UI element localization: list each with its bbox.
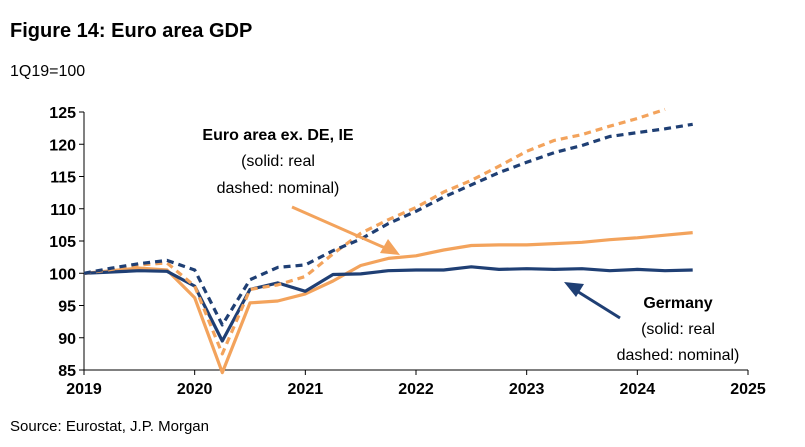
y-tick-label: 85 — [58, 363, 76, 380]
y-tick-label: 110 — [50, 202, 76, 219]
euro-annotation-arrow-line — [291, 205, 393, 253]
x-tick-label: 2023 — [509, 381, 545, 398]
euro-annotation-title: Euro area ex. DE, IE — [202, 127, 354, 144]
x-tick-label: 2024 — [620, 381, 656, 398]
y-tick-label: 120 — [49, 137, 76, 154]
germany-annotation-line2: dashed: nominal) — [617, 347, 740, 364]
x-tick-label: 2022 — [398, 381, 434, 398]
euro-annotation: Euro area ex. DE, IE (solid: real dashed… — [202, 127, 400, 255]
series-line-germany-real — [83, 265, 693, 343]
figure-title: Figure 14: Euro area GDP — [10, 20, 252, 42]
germany-annotation-line1: (solid: real — [641, 321, 715, 338]
series-line-euro-area-ex-de-ie-nominal — [83, 107, 666, 356]
y-tick-label: 90 — [58, 331, 76, 348]
x-tick-label: 2025 — [730, 381, 766, 398]
euro-annotation-arrow-head — [380, 239, 400, 255]
germany-annotation-title: Germany — [643, 295, 712, 312]
germany-annotation: Germany (solid: real dashed: nominal) — [564, 282, 739, 364]
germany-annotation-arrow-line — [571, 286, 621, 320]
y-tick-label: 100 — [49, 266, 76, 283]
euro-annotation-line2: dashed: nominal) — [217, 180, 340, 197]
germany-annotation-arrow-head — [564, 282, 584, 297]
euro-annotation-line1: (solid: real — [241, 153, 315, 170]
y-tick-label: 115 — [50, 170, 76, 187]
x-tick-label: 2020 — [177, 381, 213, 398]
y-tick-label: 105 — [49, 234, 76, 251]
x-tick-label: 2019 — [66, 381, 102, 398]
axes: 85 90 95 100 105 110 115 120 125 2019 2020 2021 2022… — [49, 105, 766, 398]
source-note: Source: Eurostat, J.P. Morgan — [10, 418, 209, 435]
figure-subtitle: 1Q19=100 — [10, 63, 85, 80]
x-tick-label: 2021 — [288, 381, 324, 398]
y-tick-label: 125 — [49, 105, 76, 122]
series-line-germany-nominal — [83, 122, 693, 327]
series-line-euro-area-ex-de-ie-real — [83, 231, 693, 375]
series-layer — [83, 107, 693, 375]
y-tick-label: 95 — [58, 299, 76, 316]
